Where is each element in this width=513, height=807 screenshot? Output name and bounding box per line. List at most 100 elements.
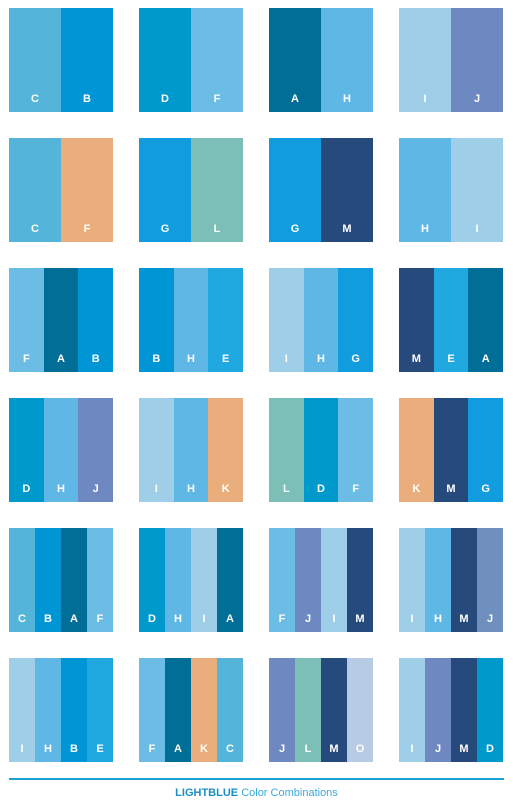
color-swatch-i[interactable]: I bbox=[191, 528, 217, 632]
color-swatch-d[interactable]: D bbox=[303, 398, 339, 502]
swatch-letter-label: D bbox=[486, 743, 494, 755]
color-swatch-g[interactable]: G bbox=[468, 398, 504, 502]
swatch-letter-label: B bbox=[70, 743, 78, 755]
swatch-letter-label: D bbox=[161, 93, 169, 105]
footer-title: LIGHTBLUE Color Combinations bbox=[0, 787, 513, 800]
color-swatch-g[interactable]: G bbox=[139, 138, 191, 242]
swatch-letter-label: H bbox=[434, 613, 442, 625]
color-swatch-g[interactable]: G bbox=[269, 138, 321, 242]
swatch-letter-label: F bbox=[213, 93, 221, 105]
color-swatch-h[interactable]: H bbox=[173, 398, 209, 502]
color-swatch-d[interactable]: D bbox=[139, 528, 165, 632]
color-swatch-a[interactable]: A bbox=[468, 268, 504, 372]
color-swatch-j[interactable]: J bbox=[477, 528, 503, 632]
swatch-letter-label: A bbox=[70, 613, 78, 625]
color-swatch-f[interactable]: F bbox=[269, 528, 295, 632]
color-swatch-h[interactable]: H bbox=[165, 528, 191, 632]
color-swatch-b[interactable]: B bbox=[78, 268, 114, 372]
color-swatch-i[interactable]: I bbox=[269, 268, 304, 372]
color-swatch-h[interactable]: H bbox=[303, 268, 339, 372]
color-swatch-e[interactable]: E bbox=[433, 268, 469, 372]
color-swatch-m[interactable]: M bbox=[321, 658, 347, 762]
swatch-letter-label: J bbox=[304, 613, 312, 625]
color-swatch-l[interactable]: L bbox=[295, 658, 321, 762]
color-swatch-l[interactable]: L bbox=[191, 138, 243, 242]
color-swatch-j[interactable]: J bbox=[269, 658, 295, 762]
color-swatch-i[interactable]: I bbox=[451, 138, 503, 242]
color-swatch-i[interactable]: I bbox=[321, 528, 347, 632]
color-swatch-a[interactable]: A bbox=[43, 268, 79, 372]
color-swatch-a[interactable]: A bbox=[269, 8, 321, 112]
color-swatch-a[interactable]: A bbox=[61, 528, 87, 632]
color-swatch-b[interactable]: B bbox=[35, 528, 61, 632]
color-swatch-m[interactable]: M bbox=[451, 528, 477, 632]
color-swatch-h[interactable]: H bbox=[425, 528, 451, 632]
color-swatch-j[interactable]: J bbox=[425, 658, 451, 762]
color-swatch-d[interactable]: D bbox=[139, 8, 191, 112]
color-swatch-f[interactable]: F bbox=[338, 398, 374, 502]
color-swatch-m[interactable]: M bbox=[451, 658, 477, 762]
color-swatch-o[interactable]: O bbox=[347, 658, 373, 762]
color-swatch-a[interactable]: A bbox=[165, 658, 191, 762]
swatch-letter-label: G bbox=[351, 353, 360, 365]
color-swatch-c[interactable]: C bbox=[9, 8, 61, 112]
color-swatch-i[interactable]: I bbox=[9, 658, 35, 762]
color-swatch-e[interactable]: E bbox=[208, 268, 244, 372]
footer-divider bbox=[9, 778, 504, 780]
swatch-letter-label: B bbox=[91, 353, 100, 365]
color-swatch-m[interactable]: M bbox=[399, 268, 434, 372]
color-swatch-c[interactable]: C bbox=[9, 528, 35, 632]
color-swatch-h[interactable]: H bbox=[321, 8, 373, 112]
color-swatch-h[interactable]: H bbox=[35, 658, 61, 762]
color-swatch-d[interactable]: D bbox=[477, 658, 503, 762]
color-swatch-f[interactable]: F bbox=[61, 138, 113, 242]
color-swatch-j[interactable]: J bbox=[295, 528, 321, 632]
swatch-letter-label: M bbox=[446, 483, 456, 495]
color-swatch-h[interactable]: H bbox=[43, 398, 79, 502]
color-swatch-m[interactable]: M bbox=[433, 398, 469, 502]
color-swatch-j[interactable]: J bbox=[78, 398, 114, 502]
color-swatch-i[interactable]: I bbox=[399, 528, 425, 632]
swatch-letter-label: C bbox=[18, 613, 26, 625]
color-swatch-g[interactable]: G bbox=[338, 268, 374, 372]
color-swatch-c[interactable]: C bbox=[217, 658, 243, 762]
color-swatch-i[interactable]: I bbox=[399, 8, 451, 112]
color-swatch-k[interactable]: K bbox=[191, 658, 217, 762]
color-swatch-f[interactable]: F bbox=[191, 8, 243, 112]
color-swatch-k[interactable]: K bbox=[399, 398, 434, 502]
color-swatch-h[interactable]: H bbox=[173, 268, 209, 372]
color-swatch-k[interactable]: K bbox=[208, 398, 244, 502]
color-swatch-m[interactable]: M bbox=[347, 528, 373, 632]
color-swatch-e[interactable]: E bbox=[87, 658, 113, 762]
swatch-letter-label: K bbox=[200, 743, 208, 755]
swatch-letter-label: H bbox=[187, 483, 195, 495]
color-swatch-f[interactable]: F bbox=[87, 528, 113, 632]
swatch-letter-label: I bbox=[423, 93, 427, 105]
swatch-letter-label: D bbox=[317, 483, 325, 495]
color-swatch-b[interactable]: B bbox=[61, 8, 113, 112]
swatch-letter-label: L bbox=[304, 743, 312, 755]
color-swatch-b[interactable]: B bbox=[61, 658, 87, 762]
color-swatch-i[interactable]: I bbox=[139, 398, 174, 502]
color-swatch-j[interactable]: J bbox=[451, 8, 503, 112]
swatch-letter-label: L bbox=[213, 223, 221, 235]
color-swatch-m[interactable]: M bbox=[321, 138, 373, 242]
color-swatch-f[interactable]: F bbox=[139, 658, 165, 762]
color-swatch-c[interactable]: C bbox=[9, 138, 61, 242]
color-swatch-l[interactable]: L bbox=[269, 398, 304, 502]
color-swatch-d[interactable]: D bbox=[9, 398, 44, 502]
color-swatch-h[interactable]: H bbox=[399, 138, 451, 242]
color-swatch-i[interactable]: I bbox=[399, 658, 425, 762]
color-swatch-f[interactable]: F bbox=[9, 268, 44, 372]
swatch-letter-label: K bbox=[221, 483, 230, 495]
swatch-letter-label: C bbox=[31, 93, 39, 105]
swatch-letter-label: H bbox=[187, 353, 195, 365]
color-swatch-b[interactable]: B bbox=[139, 268, 174, 372]
color-swatch-a[interactable]: A bbox=[217, 528, 243, 632]
